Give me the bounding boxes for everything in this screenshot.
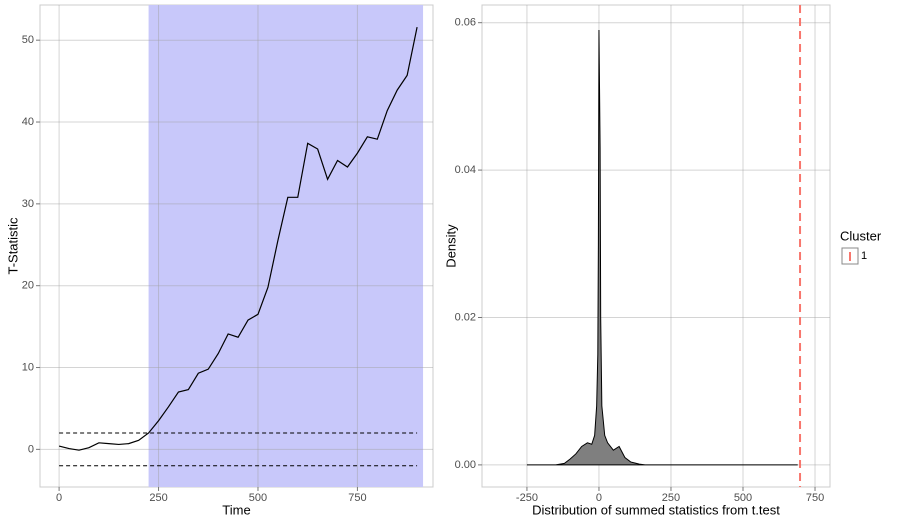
legend-label: 1 bbox=[861, 250, 867, 262]
panel bbox=[481, 4, 831, 488]
x-tick-label: 0 bbox=[596, 492, 602, 504]
x-tick-label: 0 bbox=[56, 492, 62, 504]
y-tick-label: 0.02 bbox=[455, 311, 476, 323]
y-tick-label: 0.04 bbox=[455, 164, 476, 176]
y-axis-title: T-Statistic bbox=[5, 217, 20, 275]
area bbox=[526, 30, 798, 466]
y-tick-label: 10 bbox=[22, 361, 34, 373]
y-tick-label: 0.06 bbox=[455, 17, 476, 29]
x-tick-label: 500 bbox=[249, 492, 267, 504]
x-tick-label: 750 bbox=[348, 492, 366, 504]
x-tick-label: 500 bbox=[734, 492, 752, 504]
y-tick-label: 30 bbox=[22, 198, 34, 210]
y-tick-label: 0.00 bbox=[455, 459, 476, 471]
y-tick-label: 20 bbox=[22, 280, 34, 292]
x-axis-title: Distribution of summed statistics from t… bbox=[532, 502, 780, 517]
x-tick-label: -250 bbox=[516, 492, 538, 504]
x-tick-label: 250 bbox=[662, 492, 680, 504]
y-tick-label: 40 bbox=[22, 116, 34, 128]
y-axis-title: Density bbox=[443, 224, 458, 268]
shaded-region bbox=[148, 5, 424, 487]
y-tick-label: 50 bbox=[22, 34, 34, 46]
x-tick-label: 750 bbox=[806, 492, 824, 504]
line bbox=[58, 26, 418, 451]
legend-title: Cluster bbox=[840, 228, 882, 243]
y-tick-label: 0 bbox=[28, 443, 34, 455]
x-tick-label: 250 bbox=[149, 492, 167, 504]
x-axis-title: Time bbox=[222, 502, 250, 517]
